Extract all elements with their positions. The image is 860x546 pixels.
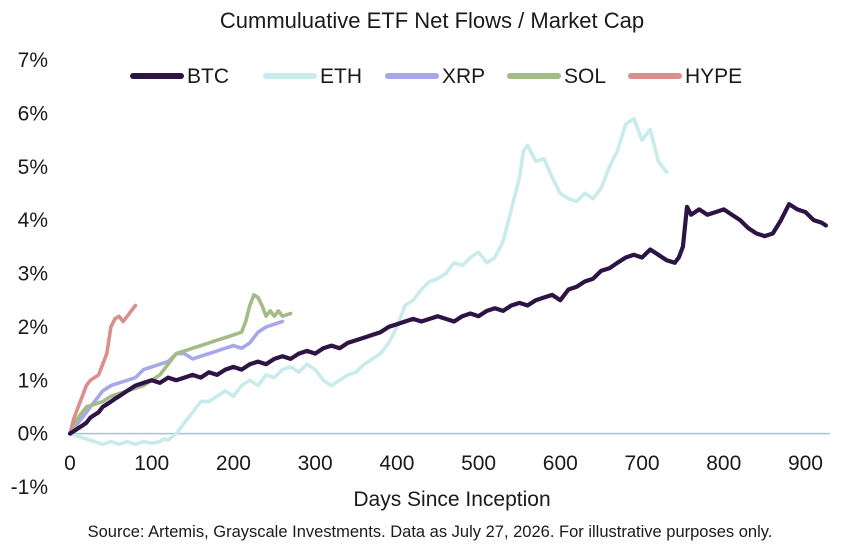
y-tick-label: 4% bbox=[18, 209, 48, 232]
series-line-sol bbox=[68, 293, 293, 436]
legend-label-sol: SOL bbox=[564, 65, 606, 88]
x-axis-ticks: 0 100 200 300 400 500 600 700 800 900 bbox=[64, 452, 823, 475]
series-lines bbox=[67, 116, 829, 447]
x-tick-label: 200 bbox=[216, 452, 251, 475]
y-tick-label: 0% bbox=[18, 423, 48, 446]
x-tick-label: 900 bbox=[788, 452, 823, 475]
x-tick-label: 300 bbox=[298, 452, 333, 475]
series-line-btc bbox=[67, 202, 829, 436]
x-tick-label: 100 bbox=[134, 452, 169, 475]
legend-label-btc: BTC bbox=[187, 65, 229, 88]
legend: BTC ETH XRP SOL HYPE bbox=[130, 65, 742, 88]
source-note: Source: Artemis, Grayscale Investments. … bbox=[88, 523, 773, 541]
chart-title: Cummuluative ETF Net Flows / Market Cap bbox=[220, 8, 644, 33]
x-axis-label: Days Since Inception bbox=[353, 488, 550, 511]
legend-label-xrp: XRP bbox=[442, 65, 485, 88]
series-line-hype bbox=[68, 303, 138, 436]
x-tick-label: 600 bbox=[543, 452, 578, 475]
series-line-eth bbox=[68, 116, 669, 447]
x-tick-label: 400 bbox=[379, 452, 414, 475]
x-tick-label: 700 bbox=[625, 452, 660, 475]
legend-label-eth: ETH bbox=[320, 65, 362, 88]
y-tick-label: 5% bbox=[18, 156, 48, 179]
y-tick-label: 1% bbox=[18, 369, 48, 392]
y-tick-label: 6% bbox=[18, 102, 48, 125]
x-tick-label: 500 bbox=[461, 452, 496, 475]
y-tick-label: -1% bbox=[11, 476, 48, 499]
y-axis-ticks: -1% 0% 1% 2% 3% 4% 5% 6% 7% bbox=[11, 49, 48, 499]
y-tick-label: 2% bbox=[18, 316, 48, 339]
x-tick-label: 800 bbox=[706, 452, 741, 475]
x-tick-label: 0 bbox=[64, 452, 76, 475]
y-tick-label: 3% bbox=[18, 263, 48, 286]
y-tick-label: 7% bbox=[18, 49, 48, 72]
legend-label-hype: HYPE bbox=[685, 65, 742, 88]
